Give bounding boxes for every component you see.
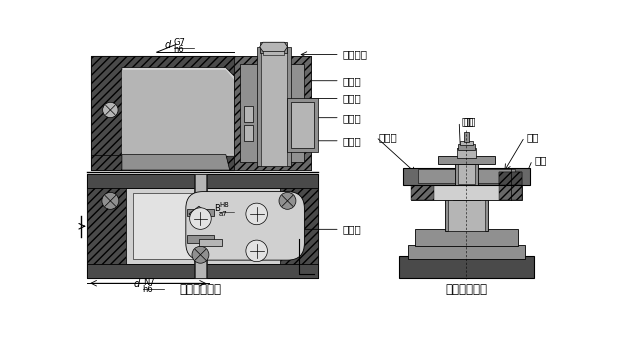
Polygon shape [122, 155, 230, 170]
Bar [414, 229, 519, 246]
Text: N7: N7 [143, 278, 155, 287]
Bar [87, 264, 318, 278]
Bar [399, 256, 534, 278]
FancyBboxPatch shape [186, 192, 305, 260]
Polygon shape [260, 42, 288, 52]
Bar [453, 191, 480, 200]
Bar [437, 156, 495, 164]
Text: 可卸式钻模板: 可卸式钻模板 [445, 283, 487, 296]
Text: 压板: 压板 [462, 117, 474, 126]
Bar [411, 183, 434, 200]
Bar [280, 174, 318, 278]
Text: d: d [134, 279, 140, 289]
Text: 夹具体: 夹具体 [342, 136, 361, 146]
Bar [418, 169, 515, 183]
Bar [199, 239, 222, 245]
Bar [403, 168, 530, 185]
Polygon shape [122, 70, 245, 155]
Text: G7: G7 [173, 38, 185, 46]
Bar [499, 172, 522, 185]
Bar [87, 174, 126, 278]
Bar [87, 174, 318, 278]
Bar [499, 172, 522, 185]
Bar [233, 56, 311, 170]
Bar [187, 208, 213, 216]
Text: d: d [164, 40, 170, 51]
Bar [126, 188, 280, 264]
Bar [411, 183, 522, 200]
Bar [91, 56, 233, 170]
Bar [263, 47, 285, 55]
Bar [134, 193, 272, 259]
Polygon shape [91, 155, 122, 170]
Bar [460, 141, 473, 145]
Text: 钻模板: 钻模板 [378, 132, 397, 142]
Bar [87, 174, 318, 188]
Bar [447, 199, 485, 231]
Bar [260, 42, 288, 53]
Text: 铰链销: 铰链销 [342, 224, 361, 234]
Bar [256, 47, 291, 166]
Bar [291, 102, 314, 148]
Polygon shape [189, 206, 209, 222]
Circle shape [279, 192, 296, 209]
Circle shape [190, 208, 212, 229]
Polygon shape [122, 67, 249, 156]
Bar [280, 174, 318, 278]
Bar [243, 125, 253, 141]
Bar [233, 56, 311, 170]
Bar [240, 64, 305, 162]
Bar [260, 47, 286, 166]
Bar [91, 56, 233, 170]
Bar [457, 164, 475, 184]
Text: a7: a7 [219, 211, 228, 217]
Circle shape [192, 246, 209, 263]
Text: h6: h6 [143, 285, 154, 295]
Text: H8: H8 [219, 202, 228, 208]
Bar [87, 174, 126, 278]
Text: B: B [214, 204, 220, 213]
Bar [464, 132, 469, 142]
Circle shape [246, 203, 268, 225]
Text: 钻模板: 钻模板 [342, 76, 361, 86]
Text: h6: h6 [173, 45, 184, 54]
Text: 菱形螺母: 菱形螺母 [342, 49, 367, 60]
Text: 支承钉: 支承钉 [342, 94, 361, 103]
Bar [187, 236, 213, 243]
Text: 钻套: 钻套 [527, 132, 539, 142]
Circle shape [102, 192, 119, 209]
Bar [457, 148, 476, 158]
Bar [195, 174, 206, 278]
Text: 压板: 压板 [463, 117, 475, 126]
Bar [459, 144, 475, 150]
Text: 铰链式钻模板: 铰链式钻模板 [180, 283, 222, 296]
Bar [456, 162, 477, 185]
Bar [499, 183, 522, 200]
Bar [288, 98, 318, 152]
Bar [193, 174, 207, 278]
Bar [408, 245, 525, 259]
Text: 铰链座: 铰链座 [342, 113, 361, 123]
Circle shape [103, 102, 118, 118]
Text: 工件: 工件 [535, 155, 547, 165]
Bar [446, 199, 488, 231]
Circle shape [246, 240, 268, 262]
Bar [243, 106, 253, 121]
